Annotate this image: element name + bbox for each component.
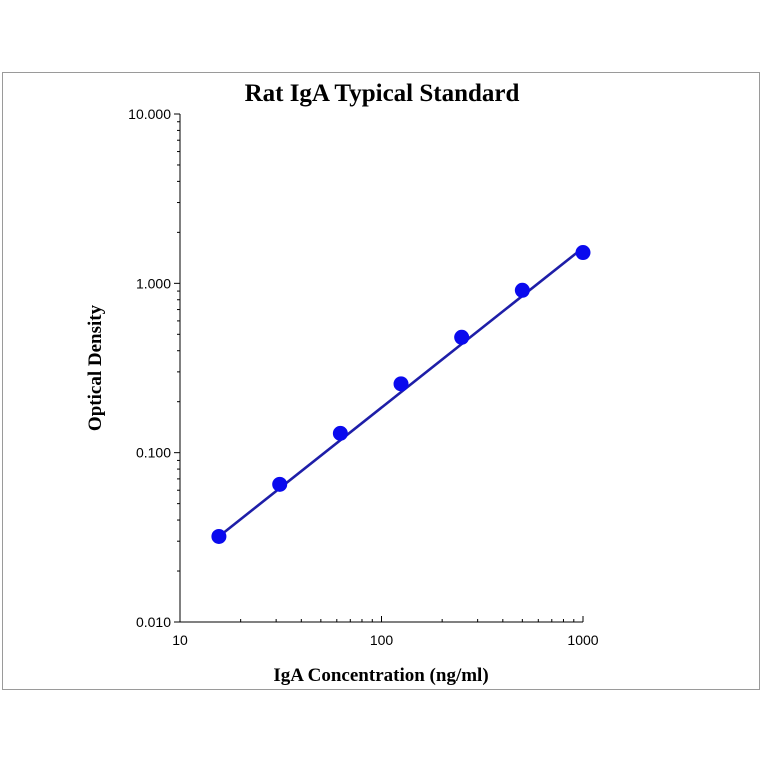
y-tick-label: 10.000 [128, 106, 171, 122]
data-point [575, 245, 591, 261]
y-tick-label: 0.100 [136, 445, 171, 461]
axes: 0.010 0.100 1.000 10.000 10 100 1000 [128, 106, 599, 648]
data-point [211, 528, 227, 544]
data-point [272, 476, 288, 492]
y-tick-label: 0.010 [136, 614, 171, 630]
data-point [514, 282, 530, 298]
data-point [454, 329, 470, 345]
x-tick-label: 100 [370, 632, 394, 648]
x-tick-label: 10 [172, 632, 188, 648]
data-point [332, 425, 348, 441]
data-points [211, 245, 591, 544]
chart-title: Rat IgA Typical Standard [245, 80, 520, 107]
y-axis-label: Optical Density [85, 304, 106, 431]
data-point [393, 376, 409, 392]
x-tick-label: 1000 [567, 632, 598, 648]
y-tick-label: 1.000 [136, 275, 171, 291]
chart-frame [2, 72, 760, 690]
x-axis-label: IgA Concentration (ng/ml) [273, 665, 488, 686]
